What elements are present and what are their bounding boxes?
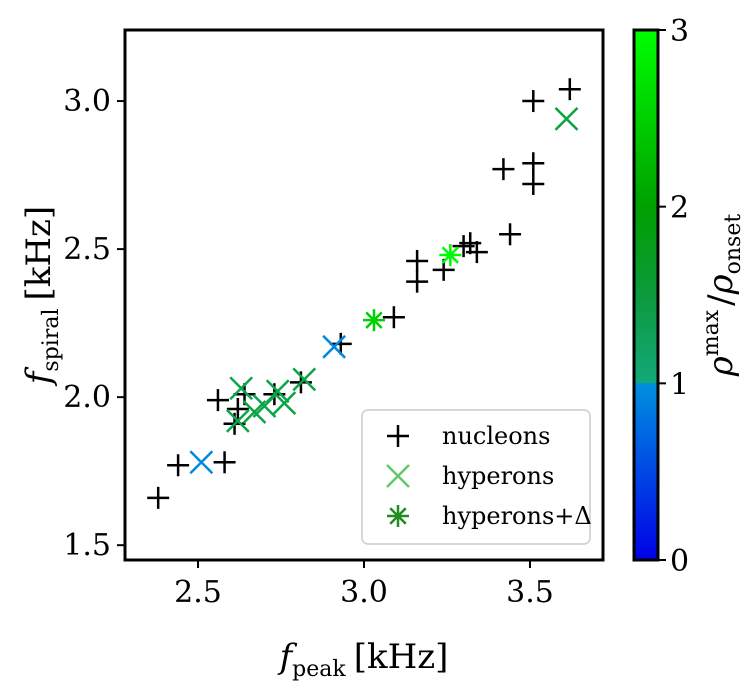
y-axis-label: fspiral[kHz] (19, 206, 64, 387)
marker-plus (465, 241, 488, 264)
marker-x (292, 367, 317, 392)
x-tick-label: 2.5 (174, 575, 222, 610)
marker-plus (522, 172, 545, 195)
legend-marker-hyperons (386, 464, 410, 488)
legend-marker-hyperons-delta (387, 505, 409, 527)
marker-plus (226, 397, 249, 420)
marker-plus (213, 451, 236, 474)
legend-marker-nucleons (387, 425, 409, 447)
legend-label-nucleons: nucleons (442, 422, 550, 450)
marker-x (322, 334, 347, 359)
marker-x (265, 379, 290, 404)
marker-plus (492, 158, 515, 181)
legend-label-hyperons-delta: hyperons+Δ (442, 502, 592, 530)
x-axis-label: fpeak [kHz] (277, 637, 449, 682)
marker-plus (406, 270, 429, 293)
colorbar-tick-label: 2 (670, 191, 689, 226)
colorbar-label: ρmax/ρonset (699, 214, 746, 378)
marker-plus (147, 486, 170, 509)
colorbar-ticks: 0 1 2 3 (658, 14, 689, 579)
marker-x (225, 408, 250, 433)
colorbar-tick-label: 3 (670, 14, 689, 49)
x-tick-label: 3.0 (340, 575, 388, 610)
colorbar-tick-label: 1 (670, 367, 689, 402)
marker-asterisk (362, 309, 385, 332)
y-tick-label: 1.5 (63, 528, 111, 563)
marker-plus (558, 78, 581, 101)
legend-x-icon (386, 464, 410, 488)
marker-asterisk (439, 244, 462, 267)
legend-label-hyperons: hyperons (442, 462, 554, 490)
marker-plus (167, 454, 190, 477)
colorbar-gradient (632, 28, 660, 562)
x-tick-label: 3.5 (506, 575, 554, 610)
marker-plus (522, 90, 545, 113)
y-tick-label: 3.0 (63, 84, 111, 119)
marker-x (229, 376, 254, 401)
colorbar: 0 1 2 3 ρmax/ρonset (632, 14, 746, 579)
marker-x (554, 106, 579, 131)
marker-plus (522, 152, 545, 175)
marker-x (272, 391, 297, 415)
marker-plus (329, 332, 352, 355)
y-tick-label: 2.0 (63, 380, 111, 415)
marker-plus (499, 223, 522, 246)
legend-asterisk-icon (387, 505, 409, 527)
y-tick-label: 2.5 (63, 232, 111, 267)
legend: nucleons hyperons hyperons+Δ (361, 409, 592, 545)
legend-plus-icon (387, 425, 409, 447)
colorbar-tick-label: 0 (670, 544, 689, 579)
y-axis-ticks: 1.5 2.0 2.5 3.0 (63, 84, 125, 563)
marker-plus (382, 306, 405, 329)
x-axis-ticks: 2.5 3.0 3.5 (174, 560, 554, 610)
data-markers (147, 78, 581, 509)
marker-plus (206, 389, 229, 412)
marker-plus (406, 249, 429, 272)
marker-x (189, 450, 214, 475)
legend-box (361, 409, 591, 545)
